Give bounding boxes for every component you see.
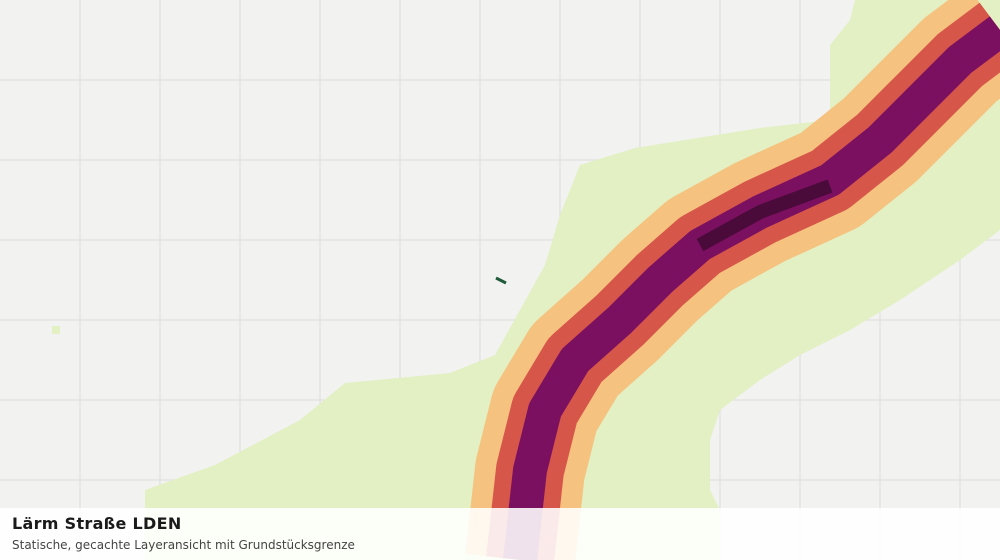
- parcel-marker: [495, 276, 507, 285]
- noise-spot: [52, 326, 60, 334]
- layer-subtitle: Statische, gecachte Layeransicht mit Gru…: [12, 538, 355, 552]
- info-panel: Lärm Straße LDEN Statische, gecachte Lay…: [0, 508, 1000, 560]
- layer-title: Lärm Straße LDEN: [12, 514, 182, 533]
- noise-zone-extreme: [696, 179, 833, 252]
